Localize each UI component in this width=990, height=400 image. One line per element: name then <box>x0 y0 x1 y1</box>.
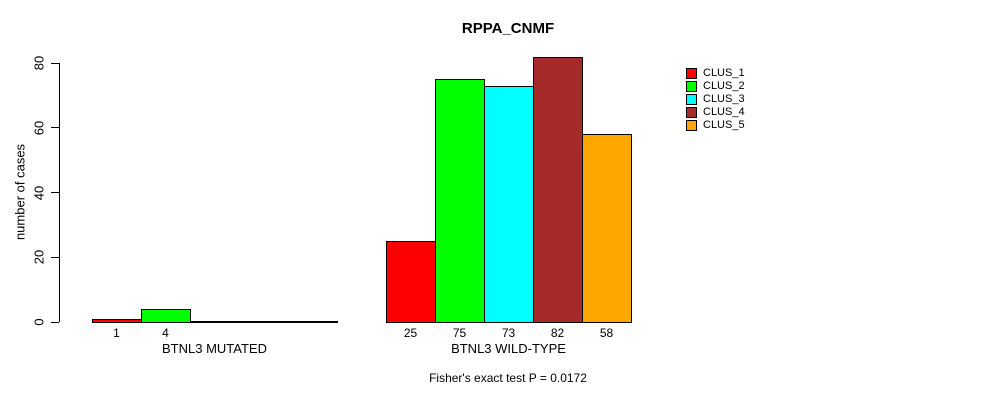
bar-clus_3-group2 <box>484 86 534 323</box>
legend-swatch-icon <box>686 81 697 92</box>
group-label: BTNL3 WILD-TYPE <box>451 341 566 356</box>
legend-label: CLUS_3 <box>703 93 745 105</box>
bar-value-label: 82 <box>550 326 565 340</box>
bar-value-label: 73 <box>501 326 516 340</box>
y-axis-line <box>59 63 60 322</box>
zero-bar-clus_4-group1 <box>239 321 289 323</box>
y-tick-label: 20 <box>31 250 47 265</box>
y-tick-mark <box>51 321 59 323</box>
legend-swatch-icon <box>686 107 697 118</box>
bar-clus_2-group2 <box>435 79 485 323</box>
legend-swatch-icon <box>686 94 697 105</box>
legend-swatch-icon <box>686 68 697 79</box>
y-tick-mark <box>51 62 59 64</box>
legend: CLUS_1 CLUS_2 CLUS_3 CLUS_4 CLUS_5 <box>686 67 745 132</box>
legend-item-clus_4: CLUS_4 <box>686 106 745 119</box>
y-tick-label: 80 <box>31 55 47 71</box>
group-label: BTNL3 MUTATED <box>162 341 267 356</box>
legend-label: CLUS_1 <box>703 67 745 79</box>
legend-item-clus_3: CLUS_3 <box>686 93 745 106</box>
y-tick-mark <box>51 256 59 258</box>
y-tick-mark <box>51 192 59 193</box>
bar-value-label: 75 <box>452 326 467 340</box>
legend-item-clus_2: CLUS_2 <box>686 80 745 93</box>
legend-swatch-icon <box>686 120 697 131</box>
bar-clus_5-group2 <box>582 134 632 323</box>
bar-clus_4-group2 <box>533 57 583 323</box>
bar-clus_1-group1 <box>92 319 142 323</box>
legend-item-clus_5: CLUS_5 <box>686 119 745 132</box>
legend-label: CLUS_5 <box>703 119 745 131</box>
zero-bar-clus_3-group1 <box>190 321 240 323</box>
y-tick-label: 40 <box>31 185 47 200</box>
bar-value-label: 4 <box>162 326 169 340</box>
bar-clus_1-group2 <box>386 241 436 323</box>
y-tick-label: 60 <box>31 120 47 135</box>
y-axis-title: number of cases <box>12 143 28 241</box>
bar-value-label: 58 <box>599 326 614 340</box>
legend-label: CLUS_4 <box>703 106 745 118</box>
legend-label: CLUS_2 <box>703 80 745 92</box>
bar-value-label: 25 <box>403 326 418 340</box>
bar-value-label: 1 <box>113 326 120 340</box>
chart-title: RPPA_CNMF <box>461 20 555 37</box>
y-tick-label: 0 <box>31 318 47 326</box>
zero-bar-clus_5-group1 <box>288 321 338 323</box>
legend-item-clus_1: CLUS_1 <box>686 67 745 80</box>
pvalue-annotation: Fisher's exact test P = 0.0172 <box>429 371 587 385</box>
y-tick-mark <box>51 127 59 129</box>
bar-clus_2-group1 <box>141 309 191 323</box>
